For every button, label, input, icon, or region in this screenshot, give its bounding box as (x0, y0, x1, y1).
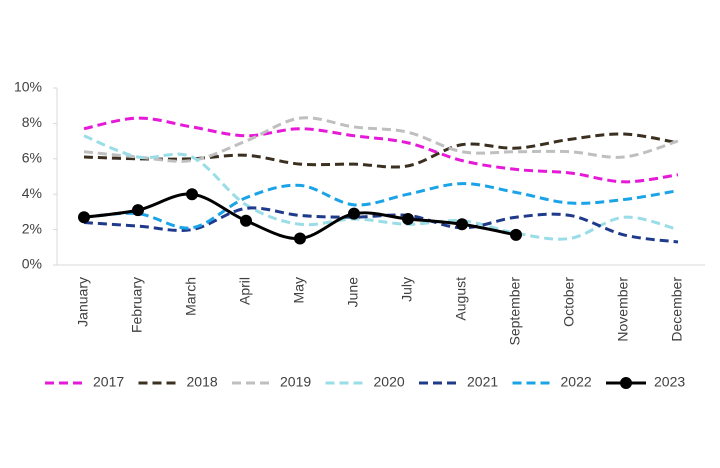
x-tick-label: November (615, 277, 631, 342)
series-line (83, 116, 679, 163)
x-tick-label: July (399, 277, 415, 302)
legend-label: 2021 (467, 374, 498, 390)
x-tick-label: September (507, 277, 523, 346)
legend-label: 2023 (654, 374, 685, 390)
y-tick-label: 0% (22, 256, 42, 272)
x-tick-label: January (75, 277, 91, 327)
data-point (78, 211, 90, 224)
x-tick-label: March (183, 277, 199, 316)
legend-label: 2020 (374, 374, 405, 390)
x-tick-label: August (453, 277, 469, 321)
data-point (294, 232, 306, 245)
series-line (83, 192, 517, 240)
series-line (83, 134, 679, 241)
x-tick-label: October (561, 277, 577, 327)
data-point (132, 204, 144, 217)
x-tick-label: June (345, 277, 361, 308)
x-tick-label: May (291, 277, 307, 303)
data-point (456, 218, 468, 231)
data-point (348, 207, 360, 220)
data-point (510, 228, 522, 241)
series-line (83, 132, 679, 169)
legend-label: 2022 (561, 374, 592, 390)
legend-label: 2017 (93, 374, 124, 390)
legend-label: 2018 (187, 374, 218, 390)
y-tick-label: 6% (22, 150, 42, 166)
series-line (83, 182, 679, 230)
data-point (240, 214, 252, 227)
data-point (186, 188, 198, 201)
x-tick-label: December (669, 277, 685, 342)
series-line (83, 116, 679, 184)
y-tick-label: 4% (22, 185, 42, 201)
legend-marker (620, 377, 632, 389)
data-point (402, 212, 414, 225)
y-tick-label: 2% (22, 220, 42, 236)
legend-label: 2019 (280, 374, 311, 390)
x-tick-label: February (129, 277, 145, 333)
y-tick-label: 8% (22, 114, 42, 130)
y-tick-label: 10% (14, 79, 42, 95)
x-tick-label: April (237, 277, 253, 305)
